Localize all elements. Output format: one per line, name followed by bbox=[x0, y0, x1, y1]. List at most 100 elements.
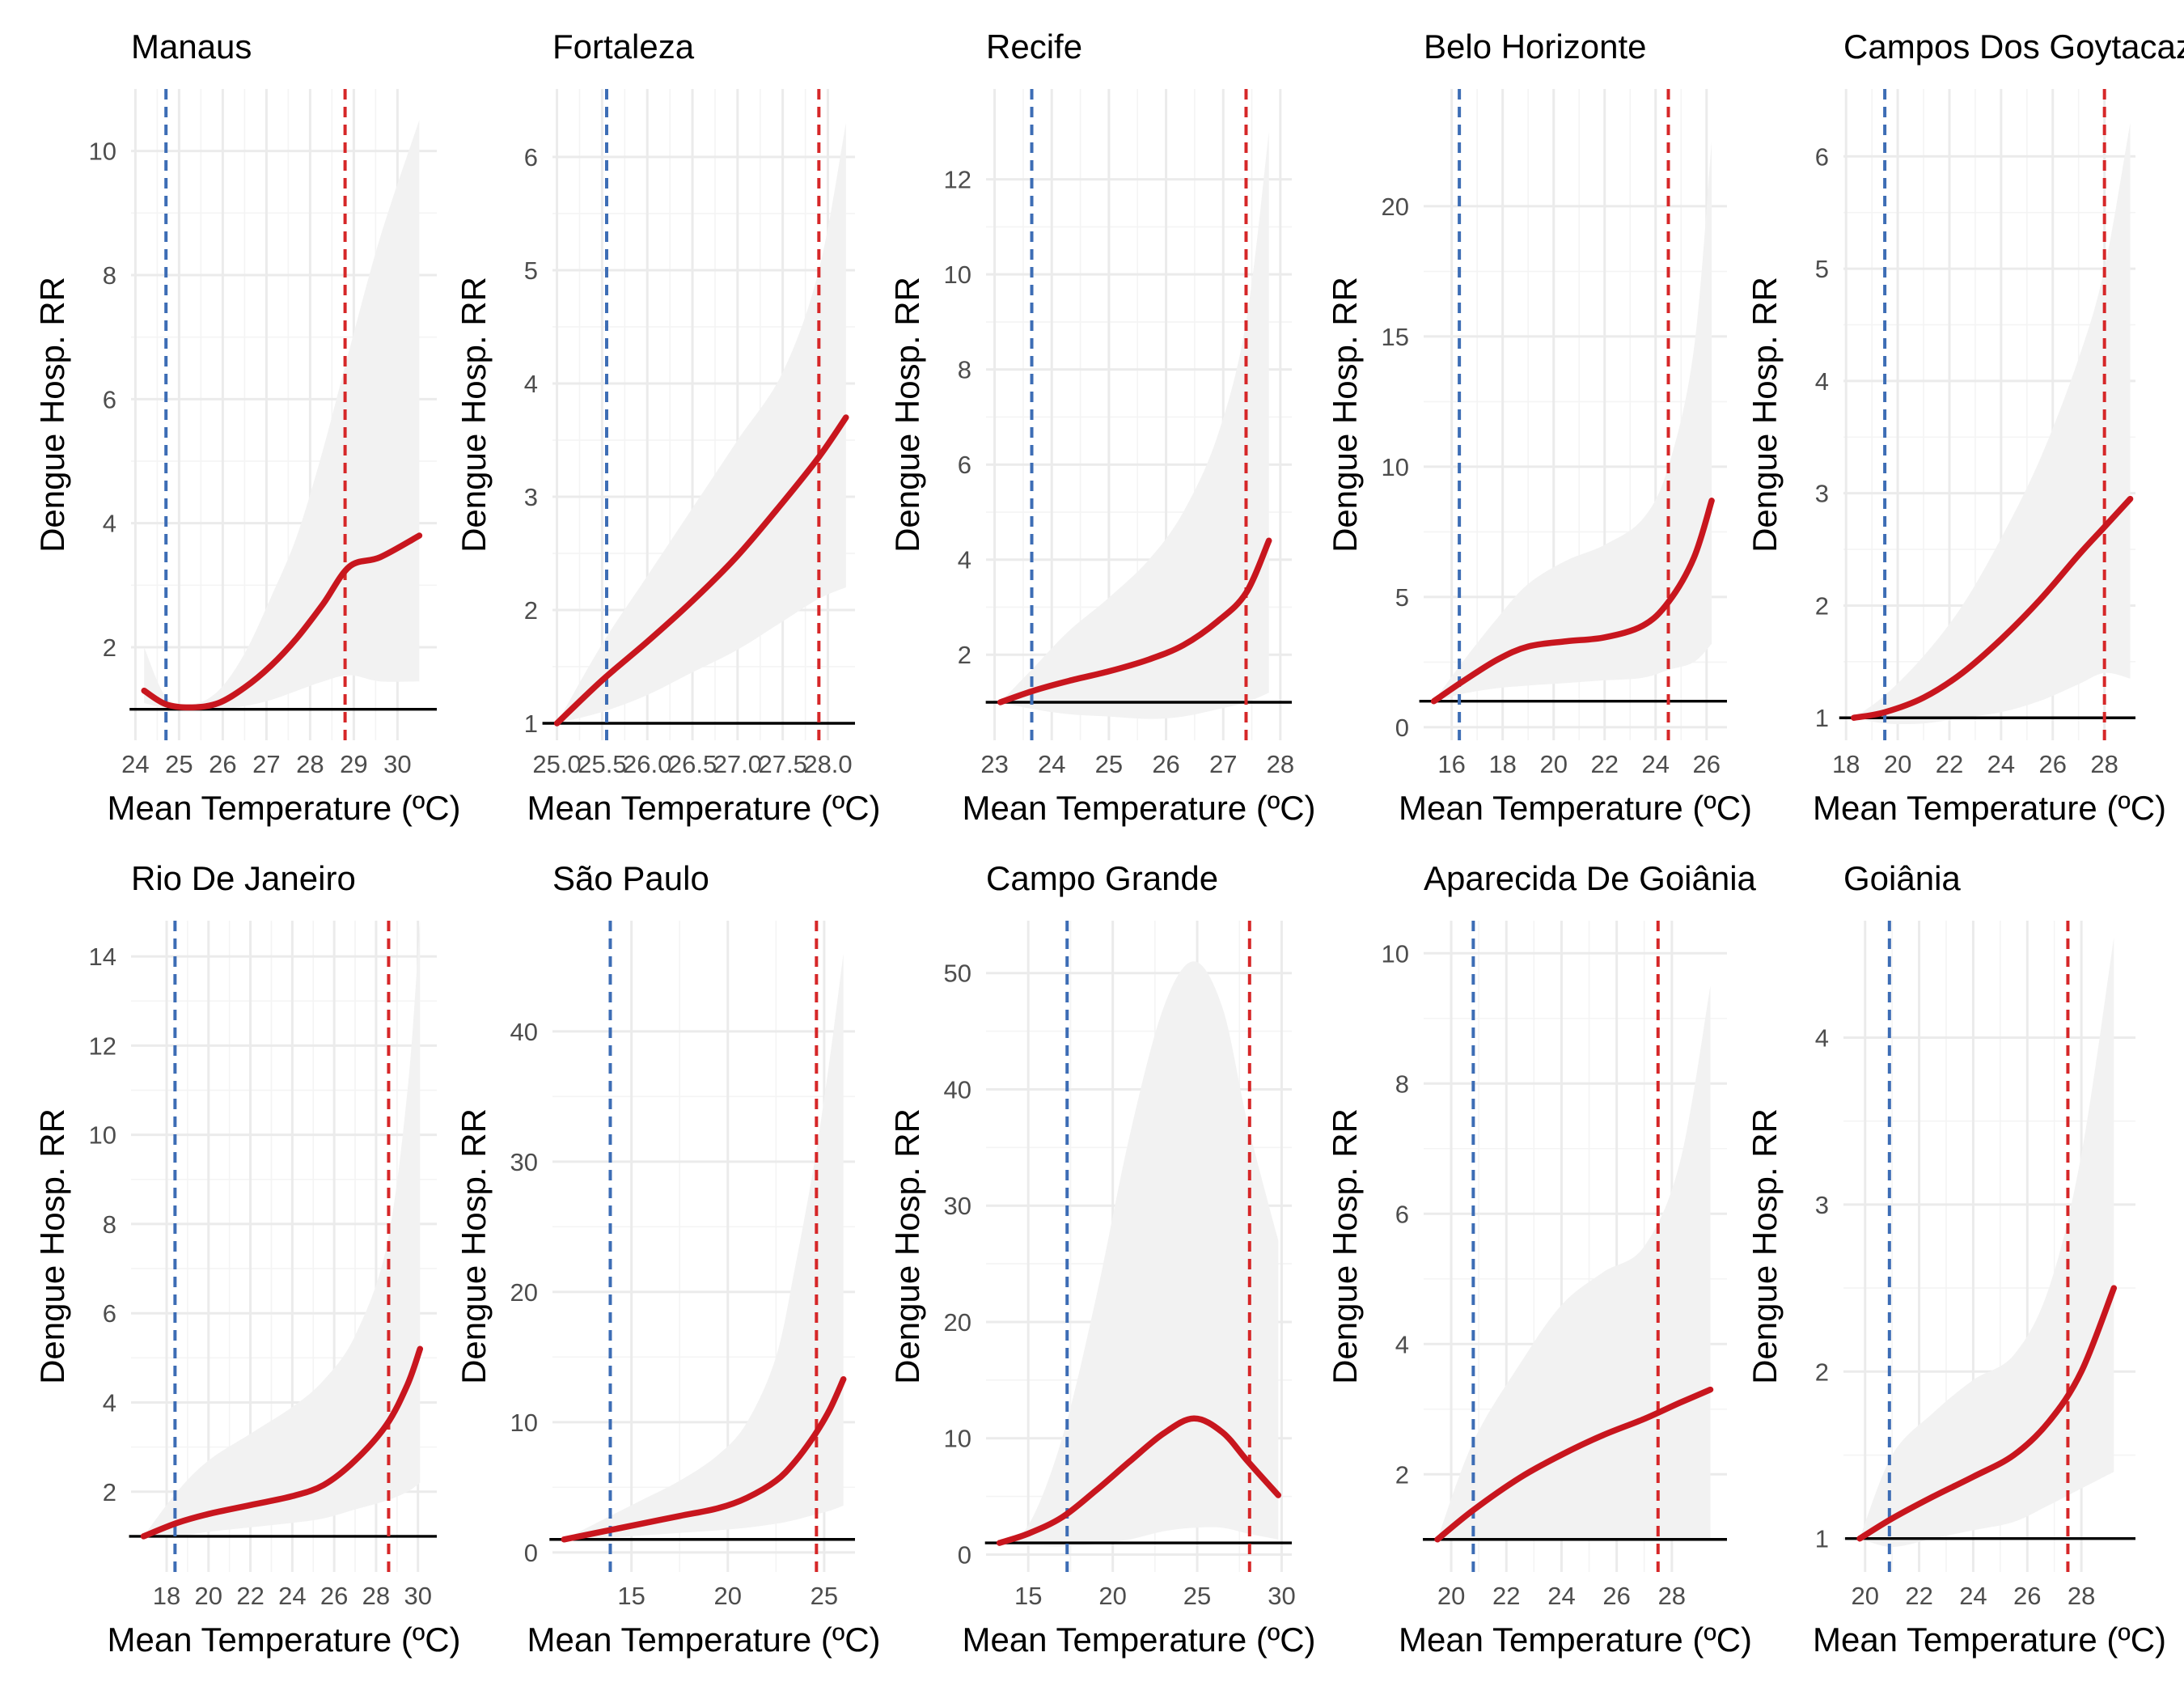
x-tick-label: 22 bbox=[236, 1582, 264, 1610]
panel-title: Fortaleza bbox=[552, 28, 695, 66]
x-axis-title: Mean Temperature (ºC) bbox=[107, 1621, 460, 1659]
x-tick-label: 15 bbox=[617, 1582, 645, 1610]
y-tick-label: 2 bbox=[1815, 1358, 1829, 1386]
y-tick-label: 4 bbox=[1395, 1330, 1409, 1358]
rr-curve bbox=[997, 537, 1272, 705]
x-tick-label: 22 bbox=[1492, 1582, 1520, 1610]
y-tick-label: 8 bbox=[103, 261, 116, 290]
x-tick-label: 26 bbox=[2013, 1582, 2041, 1610]
x-tick-label: 28 bbox=[296, 750, 324, 778]
y-tick-label: 10 bbox=[89, 1121, 116, 1150]
y-tick-label: 10 bbox=[1382, 453, 1409, 481]
x-tick-label: 20 bbox=[195, 1582, 222, 1610]
x-tick-label: 20 bbox=[714, 1582, 742, 1610]
x-tick-label: 26 bbox=[320, 1582, 348, 1610]
x-tick-label: 28 bbox=[362, 1582, 390, 1610]
y-tick-label: 10 bbox=[944, 1425, 971, 1453]
y-tick-label: 30 bbox=[944, 1192, 971, 1220]
y-tick-label: 20 bbox=[1382, 193, 1409, 221]
x-axis-title: Mean Temperature (ºC) bbox=[527, 1621, 880, 1659]
rr-curve bbox=[553, 414, 849, 727]
y-tick-label: 6 bbox=[103, 385, 116, 413]
y-tick-label: 6 bbox=[103, 1299, 116, 1328]
y-tick-label: 8 bbox=[103, 1210, 116, 1239]
rr-curve bbox=[1851, 495, 2134, 721]
y-tick-label: 10 bbox=[510, 1409, 538, 1437]
x-axis-title: Mean Temperature (ºC) bbox=[1399, 789, 1752, 827]
y-axis-title: Dengue Hosp. RR bbox=[1746, 1108, 1784, 1384]
y-tick-label: 40 bbox=[510, 1018, 538, 1046]
x-tick-label: 27 bbox=[252, 750, 280, 778]
y-tick-label: 8 bbox=[1395, 1070, 1409, 1098]
x-tick-label: 16 bbox=[1437, 750, 1465, 778]
x-tick-label: 26.5 bbox=[668, 750, 717, 778]
panel-title: Belo Horizonte bbox=[1424, 28, 1646, 66]
confidence-band bbox=[557, 123, 846, 723]
y-tick-label: 4 bbox=[1815, 367, 1829, 396]
y-tick-label: 10 bbox=[944, 261, 971, 289]
panel-title: Aparecida De Goiânia bbox=[1424, 859, 1757, 897]
panel-3: 16 18 20 22 24 26 0 5 10 15 20 Belo Horizonte Mean T… bbox=[1326, 28, 1752, 827]
y-tick-label: 6 bbox=[524, 143, 538, 172]
x-tick-label: 24 bbox=[1987, 750, 2015, 778]
y-tick-label: 6 bbox=[1395, 1200, 1409, 1228]
x-tick-label: 15 bbox=[1014, 1582, 1042, 1610]
x-axis-title: Mean Temperature (ºC) bbox=[1813, 789, 2166, 827]
y-axis-title: Dengue Hosp. RR bbox=[455, 1108, 493, 1384]
rr-curve bbox=[141, 532, 423, 711]
x-tick-label: 20 bbox=[1098, 1582, 1126, 1610]
panel-title: São Paulo bbox=[552, 859, 709, 897]
x-tick-label: 29 bbox=[340, 750, 367, 778]
y-tick-label: 4 bbox=[103, 1388, 116, 1417]
x-tick-label: 20 bbox=[1539, 750, 1567, 778]
x-tick-label: 22 bbox=[1905, 1582, 1932, 1610]
y-axis-title: Dengue Hosp. RR bbox=[1326, 1108, 1364, 1384]
confidence-band bbox=[1433, 141, 1712, 701]
y-tick-label: 10 bbox=[1382, 939, 1409, 968]
x-tick-label: 24 bbox=[121, 750, 149, 778]
y-tick-label: 5 bbox=[1395, 583, 1409, 612]
panel-title: Recife bbox=[986, 28, 1082, 66]
x-axis-title: Mean Temperature (ºC) bbox=[1399, 1621, 1752, 1659]
x-tick-label: 26.0 bbox=[623, 750, 671, 778]
panel-7: 15 20 25 30 0 10 20 30 40 50 Campo Grande Mean Temp… bbox=[888, 859, 1316, 1659]
x-axis-title: Mean Temperature (ºC) bbox=[1813, 1621, 2166, 1659]
y-tick-label: 1 bbox=[524, 710, 538, 738]
y-tick-label: 1 bbox=[1815, 1525, 1829, 1553]
x-tick-label: 24 bbox=[1959, 1582, 1987, 1610]
panel-title: Campos Dos Goytacazes bbox=[1843, 28, 2184, 66]
y-tick-label: 12 bbox=[89, 1032, 116, 1060]
y-tick-label: 15 bbox=[1382, 323, 1409, 351]
y-tick-label: 5 bbox=[1815, 255, 1829, 283]
y-axis-title: Dengue Hosp. RR bbox=[1326, 277, 1364, 553]
x-tick-label: 26 bbox=[1693, 750, 1721, 778]
y-tick-label: 2 bbox=[103, 1478, 116, 1506]
panel-title: Campo Grande bbox=[986, 859, 1218, 897]
y-tick-label: 2 bbox=[524, 596, 538, 625]
y-tick-label: 40 bbox=[944, 1075, 971, 1104]
y-axis-title: Dengue Hosp. RR bbox=[888, 1108, 926, 1384]
x-tick-label: 18 bbox=[1832, 750, 1860, 778]
y-tick-label: 2 bbox=[1815, 591, 1829, 620]
rr-curve bbox=[1430, 498, 1715, 705]
panel-title: Manaus bbox=[131, 28, 252, 66]
x-tick-label: 25 bbox=[1183, 1582, 1211, 1610]
y-axis-title: Dengue Hosp. RR bbox=[888, 277, 926, 553]
x-tick-label: 27 bbox=[1209, 750, 1237, 778]
x-tick-label: 28.0 bbox=[803, 750, 852, 778]
y-tick-label: 5 bbox=[524, 256, 538, 285]
y-tick-label: 14 bbox=[89, 943, 116, 971]
y-tick-label: 2 bbox=[1395, 1460, 1409, 1489]
y-tick-label: 0 bbox=[958, 1540, 971, 1569]
x-tick-label: 25 bbox=[1095, 750, 1123, 778]
x-tick-label: 20 bbox=[1884, 750, 1911, 778]
x-tick-label: 25.0 bbox=[532, 750, 581, 778]
y-tick-label: 3 bbox=[524, 483, 538, 511]
x-tick-label: 26 bbox=[1602, 1582, 1630, 1610]
y-tick-label: 6 bbox=[958, 451, 971, 479]
y-axis-title: Dengue Hosp. RR bbox=[33, 277, 71, 553]
panel-1: 25.025.526.026.527.027.528.0 1 2 3 4 5 6 Fortal… bbox=[455, 28, 881, 827]
